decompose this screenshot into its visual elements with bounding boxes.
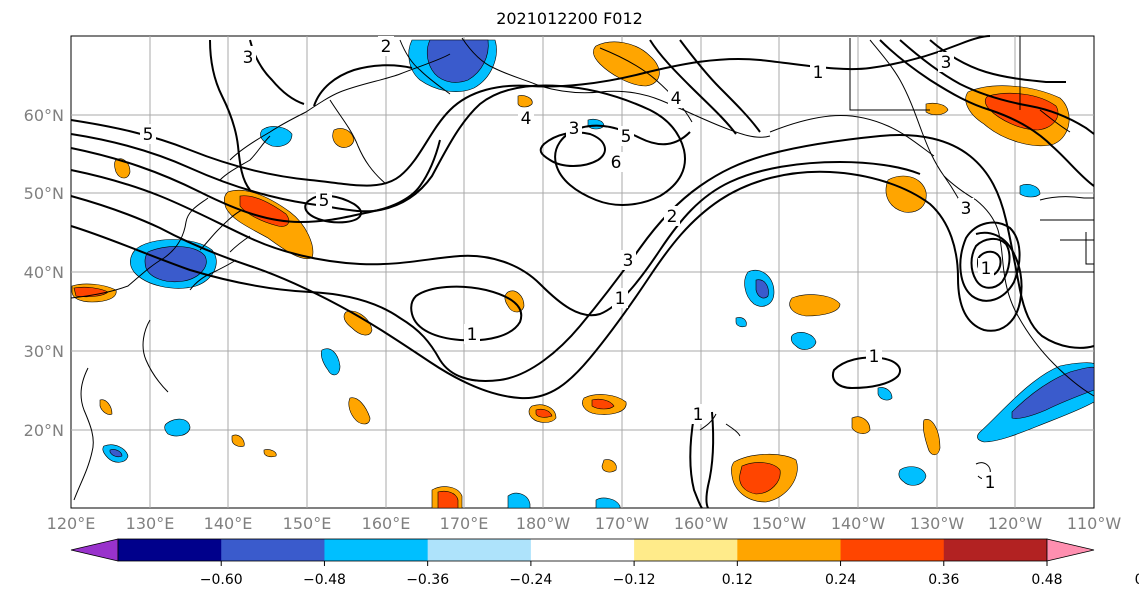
lon-label: 160°W: [674, 514, 729, 533]
contour-label: 3: [243, 48, 254, 68]
colorbar-segment: [324, 539, 429, 561]
colorbar-tick-label: −0.12: [613, 572, 656, 588]
colorbar-tick-label: −0.48: [303, 572, 346, 588]
colorbar-tick-label: 0.24: [825, 572, 856, 588]
contour-label: 2: [381, 37, 392, 57]
longitude-labels: 120°E 130°E 140°E 150°E 160°E 170°E 180°…: [47, 514, 1122, 533]
colorbar-ticks: −0.60 −0.48 −0.36 −0.24 −0.12 0.12 0.24 0.36 0.4…: [200, 561, 1139, 588]
contour-label: 1: [869, 347, 880, 367]
lon-label: 170°W: [595, 514, 650, 533]
contour-label: 3: [941, 53, 952, 73]
colorbar-segments: [117, 538, 1048, 562]
contour-label: 1: [985, 473, 996, 493]
colorbar-tick-label: 0.12: [722, 572, 753, 588]
contour-label: 1: [981, 259, 992, 279]
colorbar-segment: [634, 539, 738, 561]
lat-label: 30°N: [24, 342, 64, 361]
lat-label: 20°N: [24, 421, 64, 440]
contour-label: 5: [319, 191, 330, 211]
colorbar-tick-label: 0.60: [1135, 572, 1139, 588]
lon-label: 170°E: [440, 514, 489, 533]
contour-lines: [70, 35, 1095, 509]
colorbar-segment: [737, 539, 842, 561]
colorbar-extend-high: [1046, 538, 1095, 562]
contour-label: 1: [467, 325, 478, 345]
shaded-anomalies: [71, 39, 1095, 509]
lat-label: 50°N: [24, 184, 64, 203]
lon-label: 110°W: [1067, 514, 1122, 533]
contour-label: 1: [813, 63, 824, 83]
contour-label: 3: [569, 119, 580, 139]
contour-labels: 3 2 5 4 3 5 6 4 1 3 5 2 3 1 1 1 3 1 1: [140, 36, 998, 493]
contour-label: 1: [615, 289, 626, 309]
contour-label: 2: [667, 207, 678, 227]
latitude-labels: 60°N 50°N 40°N 30°N 20°N: [24, 106, 64, 440]
colorbar-tick-label: 0.48: [1031, 572, 1062, 588]
colorbar-extend-low: [70, 538, 119, 562]
coastlines: [70, 36, 1095, 501]
colorbar-segment: [221, 539, 325, 561]
lon-label: 130°W: [910, 514, 965, 533]
contour-label: 5: [143, 125, 154, 145]
contour-label: 4: [521, 109, 532, 129]
contour-label: 6: [611, 153, 622, 173]
lon-label: 130°E: [126, 514, 175, 533]
lon-label: 120°W: [988, 514, 1043, 533]
lon-label: 140°E: [204, 514, 253, 533]
lon-label: 160°E: [362, 514, 411, 533]
map-title: 2021012200 F012: [496, 9, 643, 28]
lon-label: 150°E: [283, 514, 332, 533]
colorbar-segment: [840, 539, 945, 561]
lon-label: 140°W: [831, 514, 886, 533]
colorbar-tick-label: 0.36: [928, 572, 959, 588]
lat-label: 40°N: [24, 263, 64, 282]
colorbar: −0.60 −0.48 −0.36 −0.24 −0.12 0.12 0.24 0.36 0.4…: [70, 538, 1139, 588]
contour-label: 1: [693, 405, 704, 425]
contour-label: 4: [671, 89, 682, 109]
lon-label: 180°W: [516, 514, 571, 533]
colorbar-tick-label: −0.60: [200, 572, 243, 588]
colorbar-tick-label: −0.36: [406, 572, 449, 588]
contour-label: 3: [961, 199, 972, 219]
contour-label: 5: [621, 127, 632, 147]
colorbar-segment: [427, 539, 532, 561]
lon-label: 120°E: [47, 514, 96, 533]
colorbar-segment: [530, 539, 635, 561]
colorbar-segment: [943, 539, 1048, 561]
contour-label: 3: [623, 251, 634, 271]
lon-label: 150°W: [752, 514, 807, 533]
colorbar-segment: [118, 539, 222, 561]
colorbar-tick-label: −0.24: [509, 572, 552, 588]
lat-label: 60°N: [24, 106, 64, 125]
